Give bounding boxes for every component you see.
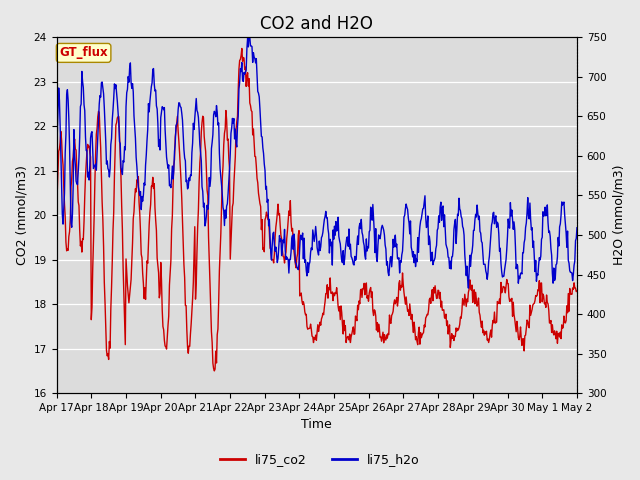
li75_h2o xyxy=(52,151,60,157)
li75_h2o xyxy=(573,225,581,230)
li75_h2o xyxy=(116,139,124,144)
li75_h2o xyxy=(245,31,253,36)
li75_co2 xyxy=(381,336,389,342)
li75_h2o xyxy=(168,163,176,169)
X-axis label: Time: Time xyxy=(301,419,332,432)
Line: li75_co2: li75_co2 xyxy=(56,48,577,371)
Y-axis label: H2O (mmol/m3): H2O (mmol/m3) xyxy=(612,165,625,265)
li75_h2o xyxy=(396,270,403,276)
li75_co2 xyxy=(196,160,204,166)
li75_h2o xyxy=(381,232,388,238)
Line: li75_h2o: li75_h2o xyxy=(56,34,577,288)
Text: GT_flux: GT_flux xyxy=(60,47,108,60)
Y-axis label: CO2 (mmol/m3): CO2 (mmol/m3) xyxy=(15,165,28,265)
Legend: li75_co2, li75_h2o: li75_co2, li75_h2o xyxy=(215,448,425,471)
li75_co2 xyxy=(168,213,176,219)
li75_h2o xyxy=(62,132,70,137)
li75_h2o xyxy=(465,285,472,291)
li75_h2o xyxy=(196,142,204,148)
Title: CO2 and H2O: CO2 and H2O xyxy=(260,15,373,33)
li75_co2 xyxy=(116,131,124,136)
li75_co2 xyxy=(397,288,404,293)
li75_co2 xyxy=(238,46,246,51)
li75_co2 xyxy=(211,368,218,374)
li75_co2 xyxy=(62,240,70,245)
li75_co2 xyxy=(52,203,60,209)
li75_co2 xyxy=(573,288,581,294)
